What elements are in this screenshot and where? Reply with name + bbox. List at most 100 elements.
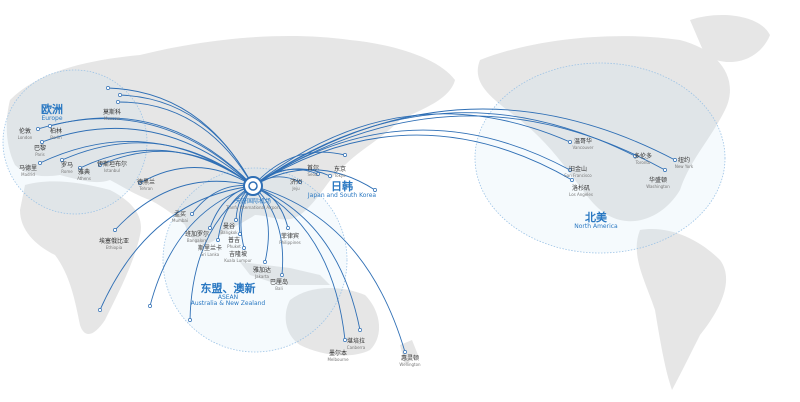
city-name-en: Istanbul	[103, 168, 121, 173]
region-name-zh: 日韩	[330, 180, 353, 193]
city-name-zh: 巴黎	[33, 145, 47, 152]
route-unlabeled-0	[99, 185, 254, 311]
city-name-zh: 华盛顿	[648, 177, 668, 184]
city-name-en: Phuket	[227, 244, 241, 249]
route-tehran	[139, 167, 254, 187]
city-label-new-york[interactable]: 纽约 New York	[675, 158, 693, 169]
city-label-washington[interactable]: 华盛顿 Washington	[646, 178, 670, 189]
city-label-bangalore[interactable]: 班加罗尔 Bangalore	[185, 232, 209, 243]
city-name-zh: 普吉	[227, 237, 240, 244]
city-name-en: London	[17, 135, 33, 140]
city-name-zh: 首尔	[306, 165, 320, 172]
route-vancouver	[252, 113, 571, 187]
city-name-en: San Francisco	[564, 173, 592, 178]
city-name-zh: 温哥华	[573, 138, 593, 145]
city-dot	[98, 163, 102, 167]
city-dot	[216, 238, 220, 242]
city-name-zh: 罗马	[60, 162, 74, 169]
city-label-madrid[interactable]: 马德里 Madrid	[19, 166, 37, 177]
city-label-ethiopia[interactable]: 埃塞俄比亚 Ethiopia	[99, 239, 129, 250]
city-label-tokyo[interactable]: 东京 Tokyo	[334, 167, 346, 178]
city-label-tehran[interactable]: 德黑兰 Tehran	[137, 180, 155, 191]
city-name-zh: 纽约	[677, 157, 691, 164]
city-name-en: Ethiopia	[105, 245, 123, 250]
asean-ring	[162, 167, 348, 353]
city-label-wellington[interactable]: 惠灵顿 Wellington	[399, 356, 420, 367]
location-pin-icon	[248, 181, 258, 191]
city-label-seoul[interactable]: 首尔 Seoul	[307, 166, 319, 177]
route-paris	[41, 127, 254, 187]
city-label-sri-lanka[interactable]: 斯里兰卡 Sri Lanka	[198, 246, 222, 257]
city-label-philippines[interactable]: 菲律宾 Philippines	[279, 234, 301, 245]
city-dot	[208, 226, 212, 230]
hub-marker	[243, 176, 263, 196]
city-name-en: Melbourne	[327, 357, 349, 362]
city-name-en: Tehran	[139, 186, 153, 191]
city-name-zh: 柏林	[49, 128, 63, 135]
route-wellington	[252, 185, 406, 353]
city-label-berlin[interactable]: 柏林 Berlin	[50, 129, 62, 140]
city-name-zh: 莫斯科	[102, 109, 122, 116]
city-label-phuket[interactable]: 普吉 Phuket	[227, 238, 241, 249]
australia	[285, 288, 380, 356]
city-name-en: Vancouver	[572, 145, 594, 150]
city-name-zh: 巴厘岛	[269, 279, 289, 286]
city-label-rome[interactable]: 罗马 Rome	[61, 163, 73, 174]
city-dot	[38, 161, 42, 165]
city-name-zh: 雅典	[77, 169, 91, 176]
city-label-bangkok[interactable]: 曼谷 Bangkok	[220, 224, 237, 235]
city-dot	[116, 100, 120, 104]
city-name-zh: 马德里	[18, 165, 38, 172]
city-label-athens[interactable]: 雅典 Athens	[77, 170, 91, 181]
route-unlabeled-5	[252, 151, 346, 187]
city-label-mumbai[interactable]: 孟买 Mumbai	[172, 212, 188, 223]
city-label-moscow[interactable]: 莫斯科 Moscow	[103, 110, 121, 121]
city-label-san-francisco[interactable]: 旧金山 San Francisco	[564, 167, 591, 178]
city-dot	[138, 181, 142, 185]
city-name-zh: 伊斯坦布尔	[96, 161, 128, 168]
route-unlabeled-6	[252, 169, 376, 191]
routes	[36, 86, 677, 354]
city-dot	[263, 260, 267, 264]
city-dot	[403, 350, 407, 354]
city-dot	[316, 172, 320, 176]
africa	[20, 181, 141, 335]
city-dot	[328, 174, 332, 178]
city-name-en: Rome	[61, 169, 73, 174]
city-name-zh: 德黑兰	[136, 179, 156, 186]
city-name-zh: 惠灵顿	[400, 355, 420, 362]
city-label-los-angeles[interactable]: 洛杉矶 Los Angeles	[569, 186, 593, 197]
city-dot	[242, 246, 246, 250]
city-label-london[interactable]: 伦敦 London	[18, 129, 33, 140]
city-name-en: Athens	[77, 176, 91, 181]
continents	[6, 15, 770, 390]
city-label-istanbul[interactable]: 伊斯坦布尔 Istanbul	[97, 162, 127, 173]
city-label-vancouver[interactable]: 温哥华 Vancouver	[572, 139, 593, 150]
region-label-europe: 欧洲 Europe	[41, 104, 63, 122]
city-label-jeju[interactable]: 济州 Jeju	[290, 180, 302, 191]
region-name-en: Japan and South Korea	[307, 191, 377, 199]
city-name-en: Bangkok	[220, 230, 238, 235]
city-label-paris[interactable]: 巴黎 Paris	[34, 146, 46, 157]
city-name-en: Toronto	[635, 160, 651, 165]
city-name-en: Los Angeles	[569, 192, 593, 197]
city-name-en: Sri Lanka	[200, 252, 220, 257]
hub-label[interactable]: 天府国际机场 Tianfu International Airport	[226, 199, 280, 210]
city-label-toronto[interactable]: 多伦多 Toronto	[634, 154, 652, 165]
north-america-ring	[474, 62, 726, 254]
city-label-melbourne[interactable]: 墨尔本 Melbourne	[327, 351, 348, 362]
region-label-north-america: 北美 North America	[574, 212, 617, 230]
city-name-zh: 斯里兰卡	[197, 245, 223, 252]
route-berlin	[49, 117, 254, 187]
city-name-en: Canberra	[346, 345, 366, 350]
city-label-canberra[interactable]: 堪培拉 Canberra	[347, 339, 365, 350]
city-dot	[673, 158, 677, 162]
city-dot	[373, 188, 377, 192]
city-label-jakarta[interactable]: 雅加达 Jakarta	[253, 268, 271, 279]
city-name-en: Paris	[35, 152, 45, 157]
greenland	[690, 15, 770, 63]
city-label-kuala-lumpur[interactable]: 吉隆坡 Kuala Lumpur	[224, 252, 252, 263]
route-los-angeles	[252, 134, 573, 187]
city-label-bali[interactable]: 巴厘岛 Bali	[270, 280, 288, 291]
